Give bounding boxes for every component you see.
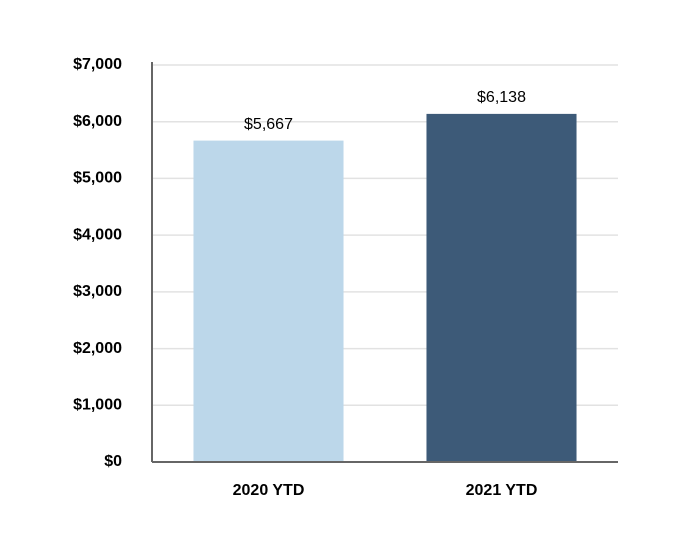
x-tick-label: 2021 YTD [466,482,538,499]
value-label: $6,138 [477,89,526,106]
y-tick-label: $6,000 [73,113,122,130]
bar [426,113,577,463]
y-tick-label: $1,000 [73,397,122,414]
bar [193,140,344,462]
y-tick-label: $4,000 [73,226,122,243]
x-tick-label: 2020 YTD [233,482,305,499]
y-tick-label: $5,000 [73,170,122,187]
value-label: $5,667 [244,116,293,133]
y-tick-label: $3,000 [73,283,122,300]
y-tick-label: $2,000 [73,340,122,357]
y-tick-label: $7,000 [73,56,122,73]
y-tick-label: $0 [104,453,122,470]
